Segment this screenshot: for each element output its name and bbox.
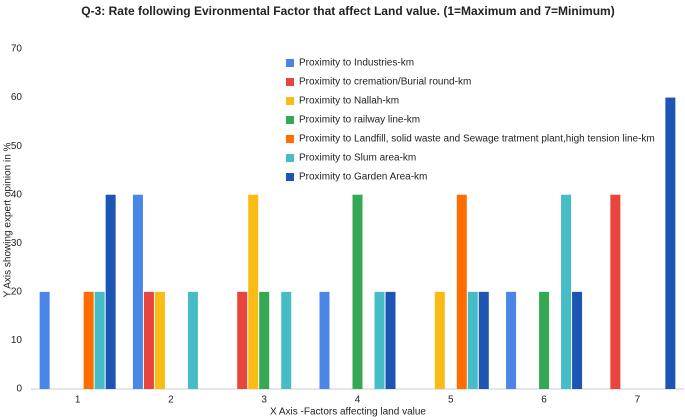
legend-label: Proximity to Industries-km [299, 58, 414, 69]
x-tick-label: 5 [448, 395, 454, 406]
bar [434, 291, 445, 389]
legend-swatch [286, 173, 294, 181]
x-tick-label: 4 [355, 395, 361, 406]
bar [94, 291, 105, 389]
legend-label: Proximity to Slum area-km [299, 153, 416, 164]
bar [259, 291, 270, 389]
legend-swatch [286, 78, 294, 86]
y-tick-label: 30 [11, 238, 23, 249]
bar [237, 291, 248, 389]
legend-label: Proximity to Nallah-km [299, 96, 399, 107]
legend-swatch [286, 116, 294, 124]
y-tick-label: 70 [11, 44, 23, 55]
bar [187, 291, 198, 389]
bar [467, 291, 478, 389]
x-tick-label: 2 [168, 395, 174, 406]
y-tick-label: 40 [11, 189, 23, 200]
bar [572, 291, 583, 389]
y-tick-label: 50 [11, 141, 23, 152]
legend-swatch [286, 135, 294, 143]
bar [385, 291, 396, 389]
legend-swatch [286, 97, 294, 105]
y-tick-label: 60 [11, 92, 23, 103]
legend-label: Proximity to cremation/Burial round-km [299, 77, 471, 88]
x-tick-label: 3 [261, 395, 267, 406]
bar [610, 194, 621, 389]
x-axis-label: X Axis -Factors affecting land value [270, 407, 426, 418]
bar [132, 194, 143, 389]
legend-label: Proximity to railway line-km [299, 115, 420, 126]
bar [374, 291, 385, 389]
bar [319, 291, 330, 389]
bar [352, 194, 363, 389]
bar [539, 291, 550, 389]
bar [143, 291, 154, 389]
y-tick-label: 0 [16, 384, 22, 395]
bar [154, 291, 165, 389]
x-tick-label: 6 [541, 395, 547, 406]
bar [105, 194, 116, 389]
bar [665, 97, 676, 390]
legend-label: Proximity to Landfill, solid waste and S… [299, 134, 655, 145]
y-axis-label: Y Axis showing expert opinion in % [3, 142, 14, 297]
y-tick-label: 20 [11, 286, 23, 297]
bar [561, 194, 572, 389]
bar [248, 194, 259, 389]
legend-label: Proximity to Garden Area-km [299, 172, 427, 183]
bar [39, 291, 50, 389]
bar [83, 291, 94, 389]
chart-title: Q-3: Rate following Evironmental Factor … [81, 4, 614, 18]
y-tick-label: 10 [11, 335, 23, 346]
legend-swatch [286, 154, 294, 162]
x-tick-label: 1 [75, 395, 81, 406]
bar [478, 291, 489, 389]
legend-swatch [286, 59, 294, 67]
x-tick-label: 7 [635, 395, 641, 406]
bar [281, 291, 292, 389]
bar [506, 291, 517, 389]
bar [456, 194, 467, 389]
